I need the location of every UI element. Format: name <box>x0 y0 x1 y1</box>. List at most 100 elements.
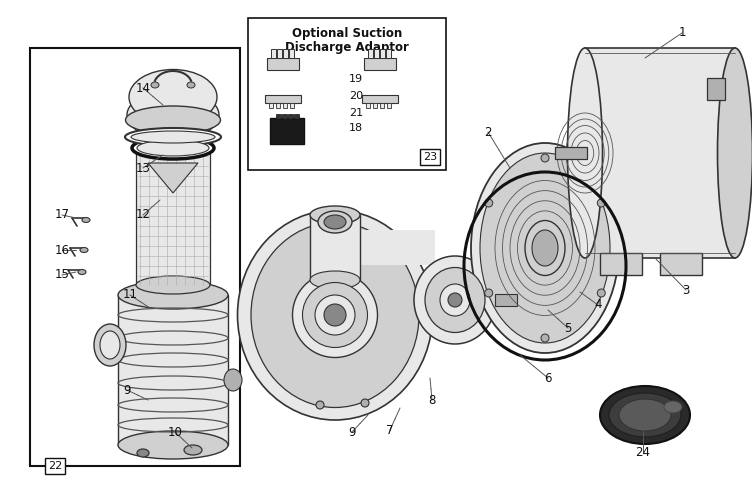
Bar <box>118 295 228 445</box>
Text: Optional Suction: Optional Suction <box>292 28 402 40</box>
Ellipse shape <box>315 295 355 335</box>
Ellipse shape <box>131 131 215 143</box>
Bar <box>30 48 240 466</box>
Bar <box>368 49 373 58</box>
Bar <box>276 103 280 108</box>
Ellipse shape <box>609 393 681 437</box>
Bar <box>269 103 273 108</box>
Bar <box>495 294 517 306</box>
Bar <box>555 147 587 159</box>
Bar <box>310 215 360 280</box>
Ellipse shape <box>293 272 378 358</box>
Text: 20: 20 <box>349 91 363 101</box>
Ellipse shape <box>425 268 485 332</box>
Ellipse shape <box>224 369 242 391</box>
Ellipse shape <box>440 284 470 316</box>
Bar <box>387 103 391 108</box>
Ellipse shape <box>137 140 209 156</box>
Text: 10: 10 <box>168 426 183 438</box>
Bar <box>585 48 735 258</box>
Ellipse shape <box>80 248 88 252</box>
Ellipse shape <box>187 82 195 88</box>
Text: 9: 9 <box>348 426 356 438</box>
Ellipse shape <box>310 206 360 224</box>
Ellipse shape <box>126 106 220 134</box>
Ellipse shape <box>100 331 120 359</box>
Text: 2: 2 <box>484 126 492 138</box>
Ellipse shape <box>78 270 86 274</box>
Ellipse shape <box>118 431 228 459</box>
Bar <box>283 103 287 108</box>
Ellipse shape <box>597 289 605 297</box>
Ellipse shape <box>485 289 493 297</box>
Ellipse shape <box>414 256 496 344</box>
Text: 21: 21 <box>349 108 363 118</box>
Ellipse shape <box>118 281 228 309</box>
Ellipse shape <box>251 222 419 408</box>
Text: 1: 1 <box>678 26 686 40</box>
Text: 11: 11 <box>123 288 138 302</box>
Ellipse shape <box>600 386 690 444</box>
Text: 16: 16 <box>54 244 69 256</box>
Bar <box>288 114 293 119</box>
Text: 19: 19 <box>349 74 363 84</box>
Text: 24: 24 <box>635 446 650 458</box>
Ellipse shape <box>717 48 752 258</box>
Ellipse shape <box>137 449 149 457</box>
Bar <box>265 95 301 103</box>
Ellipse shape <box>541 154 549 162</box>
Bar <box>270 118 304 144</box>
Ellipse shape <box>664 401 682 413</box>
Text: 23: 23 <box>423 152 437 162</box>
Polygon shape <box>148 163 198 193</box>
Bar <box>373 103 377 108</box>
Ellipse shape <box>532 230 558 266</box>
Ellipse shape <box>597 199 605 207</box>
Text: 17: 17 <box>54 208 69 222</box>
Bar <box>248 18 446 170</box>
Bar <box>290 103 294 108</box>
Ellipse shape <box>619 399 671 431</box>
Bar <box>335 230 435 265</box>
Ellipse shape <box>129 70 217 124</box>
Text: 5: 5 <box>564 322 572 334</box>
Text: 14: 14 <box>135 82 150 94</box>
Ellipse shape <box>82 218 90 222</box>
Ellipse shape <box>480 153 610 343</box>
Ellipse shape <box>541 334 549 342</box>
Text: Discharge Adaptor: Discharge Adaptor <box>285 42 409 54</box>
Ellipse shape <box>568 48 602 258</box>
Text: 18: 18 <box>349 123 363 133</box>
Ellipse shape <box>132 137 214 159</box>
Text: 15: 15 <box>55 268 69 281</box>
Bar <box>380 103 384 108</box>
Bar <box>282 114 287 119</box>
Bar <box>362 95 398 103</box>
Ellipse shape <box>302 282 368 348</box>
Ellipse shape <box>94 324 126 366</box>
Bar <box>136 148 210 285</box>
Bar <box>271 49 276 58</box>
Bar <box>364 58 396 70</box>
Bar <box>294 114 299 119</box>
Ellipse shape <box>471 143 619 353</box>
Ellipse shape <box>318 211 352 233</box>
Ellipse shape <box>125 128 221 146</box>
Bar <box>386 49 391 58</box>
Bar <box>276 114 281 119</box>
Ellipse shape <box>361 399 369 407</box>
Text: 9: 9 <box>123 384 131 396</box>
Text: 22: 22 <box>48 461 62 471</box>
Ellipse shape <box>310 271 360 289</box>
Text: 7: 7 <box>387 424 394 436</box>
Ellipse shape <box>324 304 346 326</box>
Ellipse shape <box>184 445 202 455</box>
Bar <box>660 253 702 275</box>
Text: 8: 8 <box>429 394 435 406</box>
Ellipse shape <box>127 90 219 140</box>
Ellipse shape <box>448 293 462 307</box>
Ellipse shape <box>525 220 565 276</box>
Ellipse shape <box>136 139 210 157</box>
Text: 13: 13 <box>135 162 150 174</box>
Bar <box>277 49 282 58</box>
